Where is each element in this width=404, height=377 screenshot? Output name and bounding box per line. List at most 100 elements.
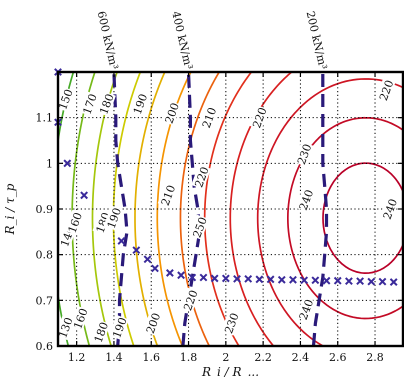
contour-label-bg <box>221 310 241 336</box>
contour-labels: 1301401501601601701801801801901901902002… <box>55 77 400 345</box>
optimum-marker-18 <box>266 275 275 284</box>
optimum-marker-22 <box>311 276 320 285</box>
contour-label-text: 180 <box>92 320 111 344</box>
contour-label-4: 160 <box>64 209 85 236</box>
contour-label-bg <box>249 104 269 131</box>
contour-label-bg <box>96 91 116 117</box>
contour-label-text: 190 <box>105 206 124 230</box>
contour-label-24: 240 <box>379 196 400 222</box>
optimum-marker-14 <box>221 274 230 283</box>
density-line-2 <box>311 72 329 346</box>
contour-label-text: 210 <box>200 106 219 130</box>
contour-label-bg <box>180 287 200 313</box>
contour-label-11: 190 <box>109 314 130 341</box>
contour-label-text: 230 <box>222 311 241 335</box>
contour-label-text: 210 <box>159 183 178 207</box>
x-tick-label-6: 2.4 <box>292 351 310 364</box>
contour-label-18: 220 <box>180 287 201 313</box>
contour-label-bg <box>103 205 124 231</box>
contour-label-25: 250 <box>189 214 210 240</box>
contour-label-bg <box>375 77 396 103</box>
x-tick-label-4: 2 <box>222 351 229 364</box>
optimum-marker-23 <box>322 276 331 285</box>
contour-label-16: 220 <box>249 104 270 131</box>
optimum-marker-19 <box>277 275 286 284</box>
contour-label-bg <box>90 319 111 345</box>
contour-label-17: 220 <box>191 164 212 190</box>
contour-label-8: 180 <box>90 319 111 345</box>
x-tick-label-5: 2.2 <box>254 351 272 364</box>
contour-label-bg <box>55 86 75 112</box>
contour-label-bg <box>70 305 90 331</box>
density-label-text: 600 kN/m³ <box>95 10 121 71</box>
x-axis-title: R_i / R_... <box>201 365 259 377</box>
optimum-marker-29 <box>389 278 398 286</box>
contour-label-bg <box>55 314 75 341</box>
optima-markers <box>54 68 398 286</box>
contour-label-bg <box>142 310 163 336</box>
y-tick-label-1: 0.7 <box>36 294 54 307</box>
optimum-marker-16 <box>244 274 253 283</box>
optimum-marker-28 <box>378 277 387 286</box>
contour-label-bg <box>161 100 182 126</box>
contour-label-text: 180 <box>97 92 116 116</box>
contour-label-6: 180 <box>96 91 117 117</box>
optimum-marker-17 <box>255 275 264 284</box>
optimum-marker-20 <box>289 275 297 284</box>
contour-label-9: 190 <box>103 205 124 231</box>
contour-label-text: 220 <box>181 288 200 312</box>
density-label-text: 200 kN/m³ <box>304 10 330 71</box>
density-line-0 <box>112 72 129 346</box>
x-tick-label-3: 1.8 <box>180 351 198 364</box>
y-tick-label-0: 0.6 <box>36 340 54 353</box>
contour-label-text: 200 <box>163 101 182 125</box>
contour-label-19: 220 <box>375 77 396 103</box>
axis-titles: R_i / R_... R_i / τ_p <box>3 183 259 377</box>
optimum-marker-13 <box>210 274 219 283</box>
contour-label-13: 200 <box>142 310 163 336</box>
optimum-marker-5 <box>117 237 126 245</box>
optimum-marker-12 <box>199 273 208 282</box>
optimum-marker-10 <box>177 271 185 280</box>
optimum-marker-8 <box>151 264 159 273</box>
y-axis-title: R_i / τ_p <box>3 183 17 235</box>
density-label-0: 600 kN/m³ <box>95 10 121 71</box>
x-tick-label-2: 1.6 <box>142 351 160 364</box>
contour-label-bg <box>295 187 316 213</box>
optimum-marker-7 <box>143 255 152 264</box>
density-labels: 600 kN/m³ 400 kN/m³ 200 kN/m³ <box>95 10 330 71</box>
x-tick-label-1: 1.4 <box>105 351 123 364</box>
contour-label-bg <box>295 296 316 322</box>
optimum-marker-24 <box>333 276 342 285</box>
ticks: 1.2 1.4 1.6 1.8 2 2.2 2.4 2.6 2.8 0.6 0.7 0.8 0.9 1 1.… <box>36 72 403 364</box>
optimum-marker-2 <box>63 159 72 168</box>
contour-label-text: 220 <box>192 165 211 189</box>
contour-label-text: 220 <box>377 78 396 102</box>
contour-label-text: 240 <box>297 298 316 322</box>
contour-label-text: 160 <box>71 307 90 331</box>
optimum-marker-26 <box>356 277 365 286</box>
contour-label-text: 220 <box>250 106 269 130</box>
contour-label-text: 230 <box>295 142 314 166</box>
contour-label-3: 160 <box>70 305 91 331</box>
y-tick-label-2: 0.8 <box>36 249 54 262</box>
contour-label-bg <box>109 314 129 341</box>
optimum-marker-11 <box>188 273 197 282</box>
contour-lines <box>58 72 403 346</box>
density-label-2: 200 kN/m³ <box>304 10 330 71</box>
optimum-marker-9 <box>165 269 174 277</box>
optimum-marker-15 <box>233 274 241 283</box>
contour-label-20: 230 <box>293 141 314 167</box>
y-tick-label-4: 1 <box>46 157 53 170</box>
x-tick-label-7: 2.6 <box>329 351 347 364</box>
contour-label-text: 240 <box>381 197 400 221</box>
contour-label-21: 230 <box>221 310 242 336</box>
contour-label-bg <box>129 91 150 117</box>
contour-label-bg <box>189 214 210 240</box>
optimum-marker-27 <box>367 277 376 286</box>
contour-label-5: 170 <box>79 91 100 117</box>
contour-label-text: 190 <box>131 92 150 116</box>
contour-label-bg <box>293 141 314 167</box>
contour-line-170 <box>134 72 166 346</box>
